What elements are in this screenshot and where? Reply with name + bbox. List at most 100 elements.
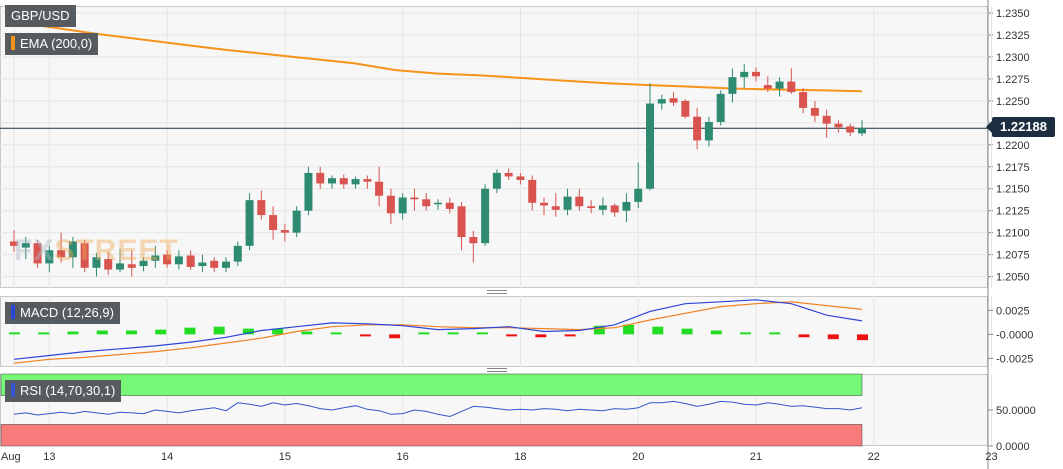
macd-color-swatch — [11, 305, 15, 319]
candle-bullish — [292, 210, 301, 233]
candle-bearish — [104, 259, 113, 270]
price-tick-label: 1.2050 — [996, 272, 1030, 284]
candle-bearish — [528, 179, 537, 203]
candle-bearish — [10, 241, 18, 246]
candle-bullish — [351, 179, 360, 185]
macd-label-text: MACD (12,26,9) — [20, 305, 114, 320]
macd-histogram-bar-negative — [389, 334, 401, 339]
price-tick-label: 1.2275 — [996, 74, 1030, 86]
candle-bearish — [422, 199, 431, 207]
candle-bearish — [339, 178, 348, 185]
candle-bearish — [57, 250, 66, 258]
candle-bearish — [280, 230, 289, 233]
macd-histogram-bar-positive — [681, 328, 693, 335]
candle-bullish — [622, 201, 631, 211]
price-tick-label: 1.2250 — [996, 96, 1030, 108]
date-tick-label: 15 — [279, 451, 291, 463]
candle-bearish — [763, 85, 772, 89]
ema-indicator-label[interactable]: EMA (200,0) — [5, 33, 99, 55]
macd-histogram-bar-positive — [769, 332, 781, 335]
candle-bullish — [68, 241, 77, 258]
macd-histogram-bar-negative — [827, 334, 839, 340]
macd-signal-line — [13, 301, 863, 364]
ema-color-swatch — [11, 36, 15, 50]
rsi-label-text: RSI (14,70,30,1) — [20, 383, 116, 398]
candle-bullish — [740, 71, 749, 78]
candle-bearish — [834, 123, 843, 128]
macd-histogram-bar-negative — [564, 334, 576, 337]
candle-bullish — [563, 196, 572, 210]
macd-histogram-bar-positive — [96, 330, 108, 335]
rsi-tick-label: 0.0000 — [996, 441, 1030, 453]
macd-indicator-label[interactable]: MACD (12,26,9) — [5, 302, 120, 324]
candle-bullish — [139, 260, 148, 267]
candle-bullish — [646, 103, 654, 189]
date-tick-label: 13 — [43, 451, 55, 463]
candle-bearish — [457, 206, 466, 238]
macd-histogram-bar-positive — [38, 332, 50, 335]
symbol-text: GBP/USD — [11, 8, 70, 23]
price-tick-label: 1.2150 — [996, 184, 1030, 196]
candle-bullish — [492, 172, 501, 189]
ema-label-text: EMA (200,0) — [20, 36, 93, 51]
candle-bearish — [799, 92, 808, 108]
candle-bullish — [434, 202, 442, 205]
macd-line — [13, 299, 863, 360]
candle-bearish — [551, 206, 560, 210]
candle-bearish — [846, 126, 855, 133]
candle-bearish — [127, 264, 136, 268]
price-tick-label: 1.2175 — [996, 162, 1030, 174]
candle-bearish — [210, 260, 219, 268]
macd-histogram-bar-positive — [184, 327, 196, 335]
date-tick-label: 18 — [514, 451, 526, 463]
fxstreet-watermark-logo: FXSTREET — [14, 234, 179, 267]
candle-bearish — [669, 98, 678, 103]
symbol-label[interactable]: GBP/USD — [5, 5, 76, 27]
pane-resize-handle-rsi[interactable] — [487, 368, 507, 374]
candle-bearish — [33, 243, 42, 264]
candle-bearish — [587, 206, 596, 209]
candle-bullish — [151, 255, 160, 261]
candle-bullish — [116, 263, 124, 270]
candle-bearish — [540, 202, 548, 206]
macd-tick-label: -0.0000 — [996, 329, 1033, 341]
candle-bullish — [245, 200, 254, 246]
candle-bullish — [304, 172, 313, 211]
candle-bullish — [634, 188, 643, 202]
rsi-tick-label: 50.0000 — [996, 405, 1036, 417]
candle-bullish — [233, 245, 242, 262]
price-tick-label: 1.2125 — [996, 206, 1030, 218]
candle-bearish — [363, 179, 372, 182]
macd-histogram-bar-positive — [447, 332, 459, 335]
candle-bearish — [386, 195, 395, 214]
rsi-oversold-zone — [0, 424, 863, 447]
candle-bearish — [375, 181, 384, 196]
pane-frame-0 — [0, 6, 988, 288]
rsi-indicator-label[interactable]: RSI (14,70,30,1) — [5, 380, 122, 402]
date-tick-label: 22 — [868, 451, 880, 463]
candle-bullish — [598, 205, 607, 210]
candle-bullish — [328, 178, 336, 184]
pane-resize-handle-macd[interactable] — [487, 290, 507, 296]
macd-histogram-bar-positive — [623, 324, 635, 335]
price-tick-label: 1.2300 — [996, 52, 1030, 64]
macd-histogram-bar-positive — [652, 326, 664, 335]
date-tick-label: 23 — [985, 451, 997, 463]
candle-bearish — [752, 71, 760, 77]
candle-bullish — [174, 256, 183, 265]
candle-bearish — [410, 197, 419, 200]
candle-bearish — [469, 237, 478, 244]
candle-bullish — [704, 121, 713, 141]
macd-histogram-bar-negative — [359, 334, 371, 337]
macd-histogram-bar-positive — [301, 331, 313, 335]
candle-bearish — [822, 115, 831, 124]
ema-200-line — [13, 20, 863, 93]
candle-bullish — [858, 128, 866, 134]
candle-bullish — [728, 77, 737, 94]
candle-bearish — [810, 107, 819, 116]
candle-bearish — [257, 200, 266, 216]
candle-bearish — [504, 172, 513, 177]
candle-bullish — [398, 197, 407, 214]
price-tick-label: 1.2075 — [996, 250, 1030, 262]
macd-histogram-bar-positive — [476, 332, 488, 335]
